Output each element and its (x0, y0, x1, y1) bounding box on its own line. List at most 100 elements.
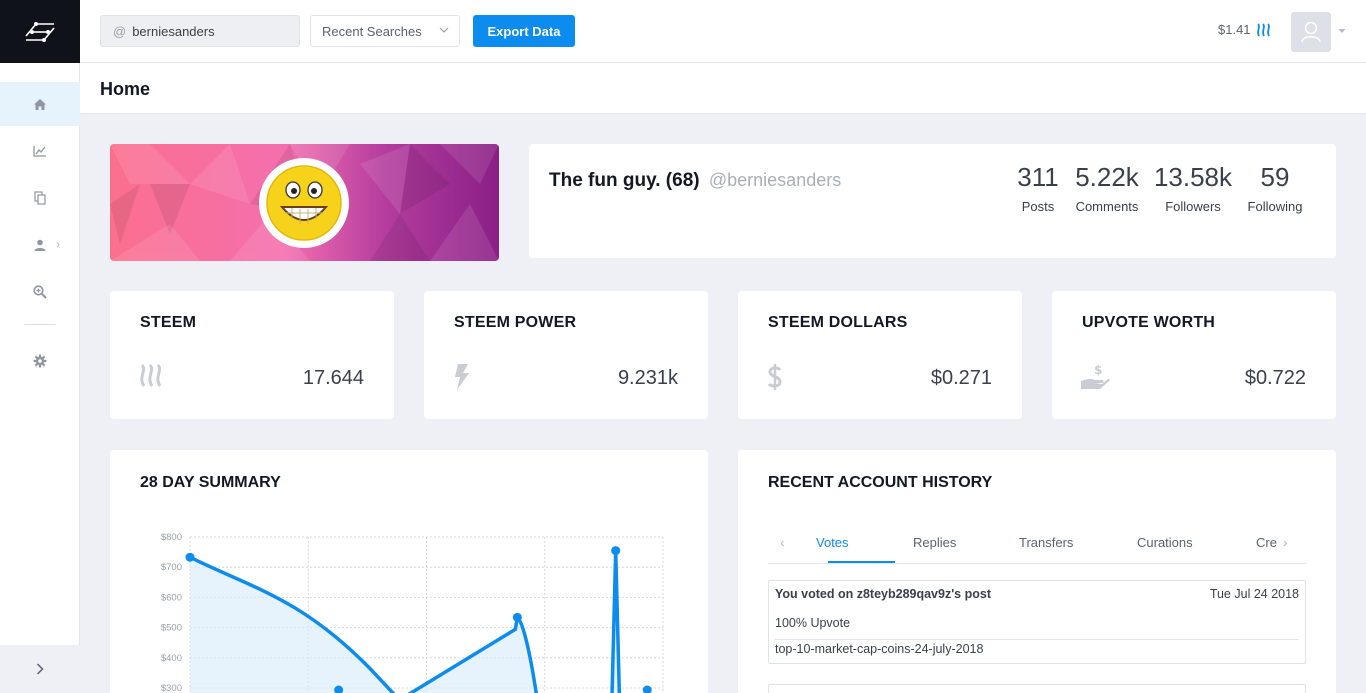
tab-votes[interactable]: Votes (816, 535, 849, 550)
metric-card-steem-power: STEEM POWER 9.231k (424, 291, 708, 419)
steem-icon (140, 363, 162, 387)
metric-card-upvote-worth: UPVOTE WORTH $ $0.722 (1052, 291, 1336, 419)
stat-comments[interactable]: 5.22k Comments (1072, 162, 1142, 214)
logo-icon (25, 21, 55, 42)
metric-card-steem: STEEM 17.644 (110, 291, 394, 419)
user-icon (34, 239, 46, 251)
sidebar-item-charts[interactable] (0, 129, 80, 173)
documents-icon (34, 191, 46, 205)
profile-cover-banner (110, 144, 499, 261)
export-data-button[interactable]: Export Data (473, 15, 575, 47)
chart-data-point (185, 552, 195, 562)
tab-curations[interactable]: Curations (1137, 535, 1193, 550)
y-tick-label: $600 (161, 592, 182, 603)
home-icon (34, 98, 46, 110)
sidebar-nav: › (0, 82, 80, 386)
svg-text:$: $ (1094, 363, 1102, 377)
user-avatar-button[interactable] (1291, 12, 1331, 52)
user-outline-icon (1301, 21, 1321, 43)
tabs-scroll-left-icon[interactable]: ‹ (780, 534, 785, 550)
stat-label: Following (1247, 199, 1303, 214)
summary-line-chart: $800 $700 $600 $500 $400 $300 (161, 532, 664, 693)
active-tab-indicator (828, 561, 895, 563)
recent-searches-dropdown[interactable]: Recent Searches (310, 15, 460, 47)
stat-value: 59 (1260, 162, 1290, 192)
stat-label: Comments (1075, 199, 1139, 214)
metric-value: $0.271 (930, 367, 992, 389)
metric-card-steem-dollars: STEEM DOLLARS $0.271 (738, 291, 1022, 419)
chart-data-point (512, 612, 522, 622)
stat-value: 311 (1017, 162, 1059, 192)
stat-value: 13.58k (1153, 162, 1233, 192)
search-field[interactable]: @ (100, 15, 300, 47)
y-tick-label: $400 (161, 653, 182, 664)
search-prefix: @ (113, 23, 127, 39)
history-item-divider (775, 639, 1299, 640)
chart-data-point (611, 546, 621, 556)
chevron-right-icon (36, 663, 44, 675)
history-item-permlink[interactable]: top-10-market-cap-coins-24-july-2018 (775, 642, 984, 656)
tab-created[interactable]: Cre (1256, 535, 1277, 550)
sidebar-item-search[interactable] (0, 270, 80, 314)
chevron-down-icon (439, 27, 449, 33)
y-tick-label: $300 (161, 683, 182, 693)
sidebar-item-documents[interactable] (0, 176, 80, 220)
metric-title: STEEM POWER (454, 314, 577, 331)
app-logo[interactable] (0, 0, 80, 63)
metric-title: UPVOTE WORTH (1082, 314, 1216, 331)
metric-title: STEEM (140, 314, 197, 331)
profile-name: The fun guy. (68) (549, 170, 700, 191)
summary-title: 28 DAY SUMMARY (140, 474, 281, 491)
top-header: @ Recent Searches Export Data $1.41 (80, 0, 1366, 63)
chevron-right-icon: › (56, 237, 60, 251)
history-item-date: Tue Jul 24 2018 (1209, 587, 1299, 601)
metric-value: 9.231k (617, 367, 678, 389)
sidebar-item-user[interactable]: › (0, 223, 80, 267)
profile-name-line: The fun guy. (68) @berniesanders (549, 170, 841, 192)
tabs-scroll-right-icon[interactable]: › (1283, 534, 1288, 550)
gear-icon (33, 354, 47, 368)
dollar-icon (767, 364, 782, 390)
page-title-bar: Home (80, 63, 1366, 114)
stat-followers[interactable]: 13.58k Followers (1150, 162, 1236, 214)
metric-title: STEEM DOLLARS (768, 314, 908, 331)
wallet-balance[interactable]: $1.41 (1218, 22, 1272, 37)
y-tick-label: $800 (161, 532, 182, 543)
nav-divider (24, 324, 56, 325)
stat-following[interactable]: 59 Following (1242, 162, 1308, 214)
chart-data-point (334, 685, 344, 693)
search-input[interactable] (132, 23, 293, 39)
tab-replies[interactable]: Replies (913, 535, 957, 550)
line-chart-icon (33, 146, 46, 157)
bolt-icon (455, 364, 469, 390)
stat-value: 5.22k (1075, 162, 1139, 192)
profile-card: The fun guy. (68) @berniesanders 311 Pos… (529, 144, 1336, 258)
history-item[interactable]: You voted on z8teyb289qav9z's post Tue J… (768, 580, 1306, 664)
sidebar-expand-button[interactable] (0, 645, 80, 693)
history-title: RECENT ACCOUNT HISTORY (768, 474, 993, 491)
sidebar-item-home[interactable] (0, 82, 80, 126)
summary-card: 28 DAY SUMMARY $800 $700 $600 $500 $400 $300 (110, 450, 708, 693)
steem-icon (1256, 22, 1270, 36)
account-history-card: RECENT ACCOUNT HISTORY ‹ Votes Replies T… (738, 450, 1336, 693)
y-tick-label: $700 (161, 562, 182, 573)
chart-area-fill (190, 550, 620, 693)
history-item-value: 100% Upvote (775, 616, 851, 630)
history-item[interactable] (768, 684, 1306, 693)
recent-searches-label: Recent Searches (322, 23, 422, 39)
sidebar-item-settings[interactable] (0, 339, 80, 383)
zoom-search-icon (33, 285, 47, 299)
chart-data-point (642, 685, 652, 693)
page-title: Home (100, 79, 151, 99)
sidebar: › (0, 0, 80, 693)
hand-money-icon: $ (1081, 363, 1110, 389)
metric-value: $0.722 (1244, 367, 1306, 389)
caret-down-icon[interactable] (1337, 27, 1347, 35)
stat-posts[interactable]: 311 Posts (1013, 162, 1063, 214)
tab-transfers[interactable]: Transfers (1019, 535, 1074, 550)
metric-value: 17.644 (302, 367, 364, 389)
y-tick-label: $500 (161, 623, 182, 634)
history-item-title: You voted on z8teyb289qav9z's post (775, 587, 991, 601)
profile-handle: @berniesanders (708, 170, 842, 190)
chart-series-line (189, 550, 622, 693)
